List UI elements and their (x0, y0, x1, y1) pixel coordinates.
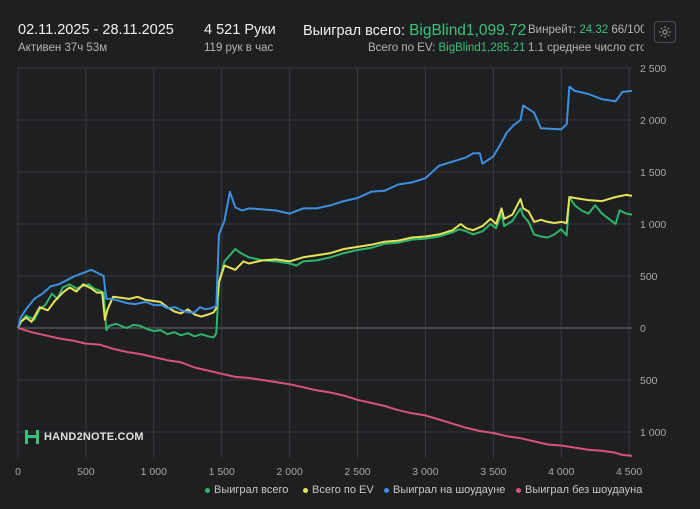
legend-dot (303, 487, 308, 493)
winrate-value: 24.32 (579, 24, 609, 36)
y-tick-label: 500 (640, 271, 658, 283)
x-tick-label: 4 000 (548, 466, 574, 478)
profit-chart: 2 500 2 000 1 500 1 000 500 0 500 1 000 0 500 1 00… (15, 63, 666, 478)
winrate-stat: Винрейт: 24.32 66/100 (528, 24, 644, 36)
series-showdown-line (17, 85, 633, 329)
y-tick-label: 2 000 (640, 115, 666, 127)
x-tick-label: 2 000 (276, 466, 302, 478)
y-tick-label: 1 000 (640, 219, 666, 231)
ev-total-value: BigBlind1,285.21 (438, 42, 526, 54)
hand2note-logo-icon (25, 430, 39, 444)
avg-text: 1.1 среднее число сто (528, 42, 644, 54)
x-tick-label: 1 000 (141, 466, 167, 478)
hand2note-logo: HAND2NOTE.COM (24, 429, 144, 445)
ev-total-stat: Всего по EV: BigBlind1,285.21 (368, 42, 525, 54)
legend-non-showdown[interactable]: Выиграл без шоудауна (516, 484, 642, 496)
settings-button[interactable] (654, 21, 676, 43)
x-tick-label: 2 500 (344, 466, 370, 478)
legend-label: Выиграл на шоудауне (393, 484, 506, 496)
x-tick-label: 3 000 (412, 466, 438, 478)
hands-count: 4 521 Руки (204, 22, 276, 38)
legend-label: Выиграл без шоудауна (525, 484, 643, 496)
chart-series (17, 85, 633, 457)
legend-label: Выиграл всего (214, 484, 289, 496)
stats-header: 02.11.2025 - 28.11.2025 Активен 37ч 53м … (0, 0, 700, 62)
y-tick-label: 1 500 (640, 167, 666, 179)
y-tick-label: 2 500 (640, 63, 666, 75)
legend-label: Всего по EV (312, 484, 374, 496)
legend-dot (516, 487, 521, 493)
ev-total-label: Всего по EV: (368, 42, 436, 54)
winrate-label: Винрейт: (528, 24, 577, 36)
x-tick-label: 500 (77, 466, 95, 478)
y-tick-label: 500 (640, 375, 658, 387)
x-tick-label: 0 (15, 466, 21, 478)
x-tick-label: 1 500 (209, 466, 235, 478)
gear-icon (659, 26, 671, 38)
won-total-label: Выиграл всего: (303, 23, 406, 39)
won-total-value: BigBlind1,099.72 (409, 22, 527, 39)
legend-won-total[interactable]: Выиграл всего (205, 484, 288, 496)
legend-dot (384, 487, 389, 493)
series-won-total-line (17, 196, 633, 339)
legend-ev-total[interactable]: Всего по EV (303, 484, 374, 496)
x-tick-label: 3 500 (480, 466, 506, 478)
x-tick-label: 4 500 (616, 466, 642, 478)
series-ev-total-line (17, 193, 633, 329)
series-non-showdown-line (17, 327, 633, 457)
hands-per-hour: 119 рук в час (204, 42, 274, 54)
winrate-extra: 66/100 (611, 24, 644, 36)
won-total-stat: Выиграл всего: BigBlind1,099.72 (303, 22, 526, 40)
legend-showdown[interactable]: Выиграл на шоудауне (384, 484, 505, 496)
active-time: Активен 37ч 53м (18, 42, 108, 54)
y-tick-label: 1 000 (640, 427, 666, 439)
chart-ticks: 2 500 2 000 1 500 1 000 500 0 500 1 000 0 500 1 00… (15, 63, 666, 478)
date-range[interactable]: 02.11.2025 - 28.11.2025 (18, 22, 174, 38)
logo-text: HAND2NOTE.COM (44, 431, 144, 443)
legend-dot (205, 487, 210, 493)
y-tick-label: 0 (640, 323, 646, 335)
